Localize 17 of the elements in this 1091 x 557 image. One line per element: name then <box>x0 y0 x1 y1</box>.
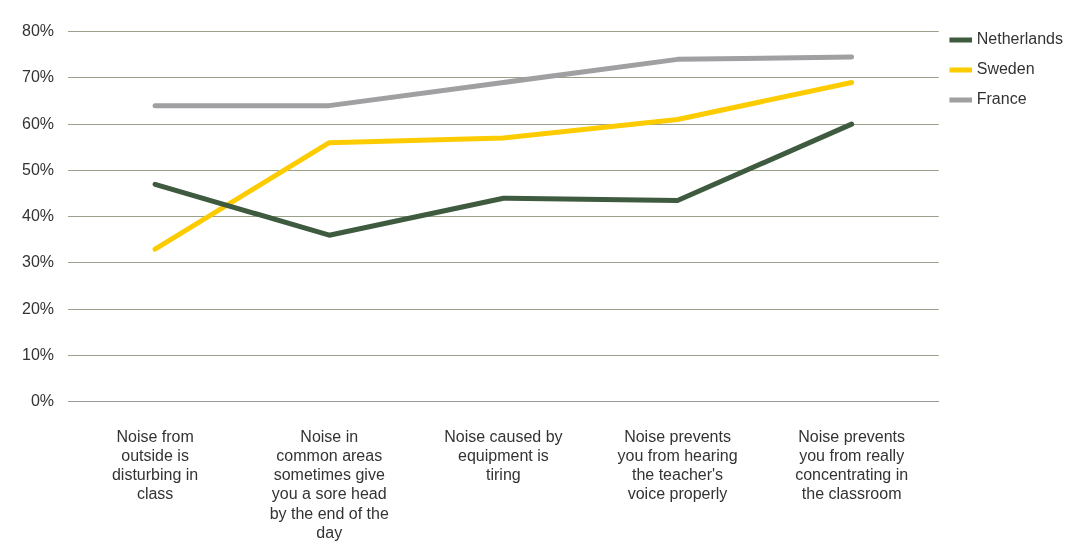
legend-label: Sweden <box>976 60 1035 78</box>
x-tick-label: Noise in common areas sometimes give you a sore head by the end of the day <box>269 427 389 541</box>
y-tick-label: 40% <box>21 207 55 225</box>
y-tick-label: 80% <box>21 22 55 40</box>
y-tick-label: 50% <box>21 160 55 178</box>
y-tick-label: 70% <box>21 68 55 86</box>
y-tick-label: 20% <box>21 299 55 317</box>
legend-label: France <box>976 90 1027 108</box>
y-tick-label: 60% <box>21 114 55 132</box>
y-tick-label: 0% <box>30 392 55 410</box>
legend-label: Netherlands <box>976 30 1064 48</box>
y-tick-label: 10% <box>21 345 55 363</box>
x-tick-label: Noise from outside is disturbing in class <box>111 427 199 503</box>
x-tick-label: Noise caused by equipment is tiring <box>444 427 563 484</box>
y-tick-label: 30% <box>21 253 55 271</box>
x-tick-label: Noise prevents you from hearing the teacher's voice properly <box>617 427 738 503</box>
x-tick-label: Noise prevents you from really concentrating in the classroom <box>795 427 909 503</box>
